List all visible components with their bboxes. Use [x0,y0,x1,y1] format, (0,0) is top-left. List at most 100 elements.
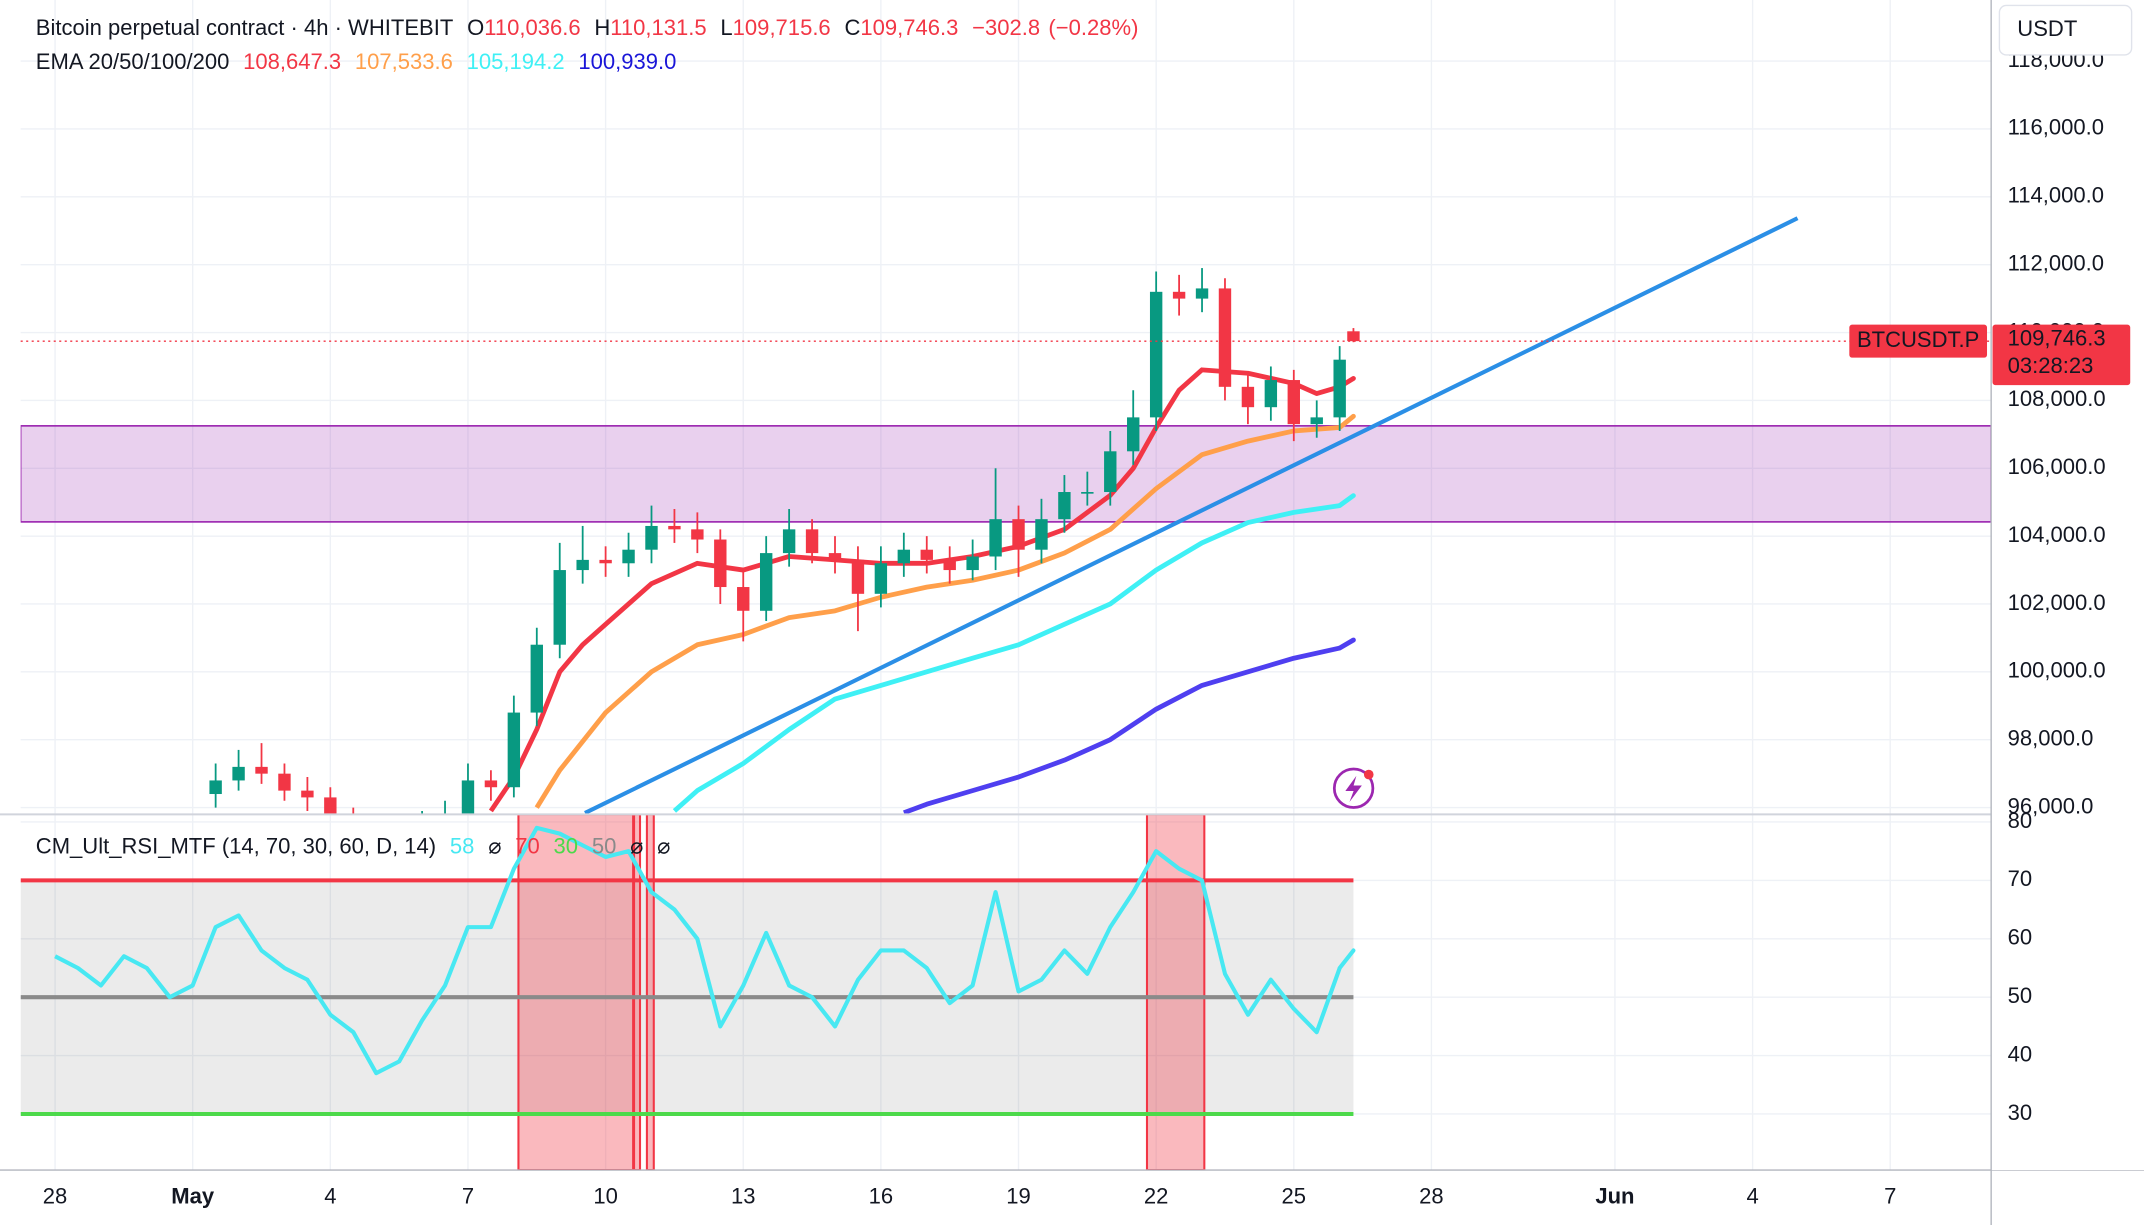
chart-title: Bitcoin perpetual contract · 4h · WHITEB… [36,15,453,40]
x-tick-label: 7 [462,1183,474,1208]
y-tick-label: 50 [2008,983,2033,1008]
ema-line-end [1337,637,1356,651]
rsi-line-end [1337,948,1356,971]
candle-body [1218,288,1232,387]
candle-body [1310,417,1323,425]
ema-line [903,645,1341,815]
y-tick-label: 40 [2008,1041,2033,1066]
candle-body [966,556,979,571]
axes: 28 May 4 7 10 13 16 19 22 25 28 Jun 4 7 [43,1183,1897,1208]
candle-body [530,644,543,713]
price-tag-value: 109,746.3 [2008,326,2106,351]
ema-line [672,503,1341,813]
y-tick-label: 70 [2008,866,2033,891]
trend-line [584,216,1799,815]
ohlc-value: 109,746.3 [860,15,958,40]
candle-body [1127,417,1140,452]
candle-body [897,549,911,564]
candle-body [1035,519,1048,550]
price-axis-bg [1991,0,2144,1171]
countdown: 03:28:23 [2008,353,2094,378]
y-tick-label: 112,000.0 [2008,251,2104,276]
candle-body [1264,380,1278,408]
candle-body [1104,451,1117,493]
x-tick-label: 10 [593,1183,618,1208]
rsi-value: 58 [450,833,475,858]
candle-body [255,766,268,774]
legend-rsi: CM_Ult_RSI_MTF (14, 70, 30, 60, D, 14) 58… [36,833,671,858]
y-tick-label: 108,000.0 [2008,386,2106,411]
candle-body [782,529,796,554]
level-value: 30 [554,833,579,858]
legend-ema: EMA 20/50/100/200 108,647.3 107,533.6 105,1… [36,49,677,74]
y-tick-label: 106,000.0 [2008,454,2106,479]
x-tick-label: Jun [1595,1183,1634,1208]
ema-line [534,425,1340,809]
ema-line-end [1337,413,1356,430]
candle-body [209,780,222,795]
candle-body [599,559,612,564]
candle-body [301,790,314,798]
y-tick-label: 96,000.0 [2008,793,2094,818]
candle-body [622,549,635,564]
change: −302.8 [972,15,1040,40]
y-tick-label: 98,000.0 [2008,726,2094,751]
y-tick-label: 104,000.0 [2008,522,2106,547]
ohlc-name: O [467,15,484,40]
candle-body [943,559,956,571]
rsi-line [54,825,1342,1076]
symbol-tag [1849,324,1988,358]
ema-line-end [1337,493,1356,508]
candle-body [668,525,681,530]
x-tick-label: 4 [1746,1183,1758,1208]
x-tick-label: May [171,1183,215,1208]
currency-box [1998,4,2133,56]
ohlc-name: C [844,15,860,40]
candle-body [920,549,933,560]
alert-dot [1363,769,1374,780]
y-tick-label: 60 [2008,925,2033,950]
ema-value: 105,194.2 [467,49,565,74]
x-tick-label: 28 [43,1183,68,1208]
change-pct: (−0.28%) [1048,15,1138,40]
overbought-zone [645,814,655,1171]
candle-body [1195,288,1209,299]
candle-body [553,570,566,645]
overbought-zone [1145,814,1206,1171]
rsi-pane [20,814,1356,1171]
rsi-symbol: ⌀ [630,833,643,858]
rsi-symbol: ⌀ [488,833,501,858]
ema-value: 100,939.0 [578,49,676,74]
x-tick-label: 22 [1144,1183,1169,1208]
candle-body [324,797,337,815]
candle-body [1347,331,1360,342]
rsi-title: CM_Ult_RSI_MTF (14, 70, 30, 60, D, 14) [36,833,436,858]
x-tick-label: 25 [1282,1183,1307,1208]
symbol-label: BTCUSDT.P [1857,327,1979,352]
ohlc-value: 110,036.6 [484,15,580,40]
candle-body [1081,492,1094,494]
candle-body [232,766,245,781]
x-tick-label: 7 [1884,1183,1896,1208]
overbought-zone [633,814,642,1171]
candle-body [805,529,819,554]
candle-body [576,559,589,571]
alert-bolt [1345,775,1362,803]
price-tag [1992,324,2131,386]
candle-body [989,519,1002,557]
x-tick-label: 19 [1006,1183,1031,1208]
currency[interactable]: USDT [2017,16,2077,41]
candle-body [1058,492,1071,520]
ema-value: 108,647.3 [243,49,341,74]
candle-body [1172,291,1186,299]
ohlc-name: L [720,15,732,40]
candle-body [507,712,521,788]
zone [20,425,1992,523]
x-tick-label: 16 [869,1183,894,1208]
candle-body [278,773,291,791]
x-tick-label: 4 [324,1183,336,1208]
candle-body [1012,519,1025,550]
y-tick-label: 100,000.0 [2008,658,2106,683]
